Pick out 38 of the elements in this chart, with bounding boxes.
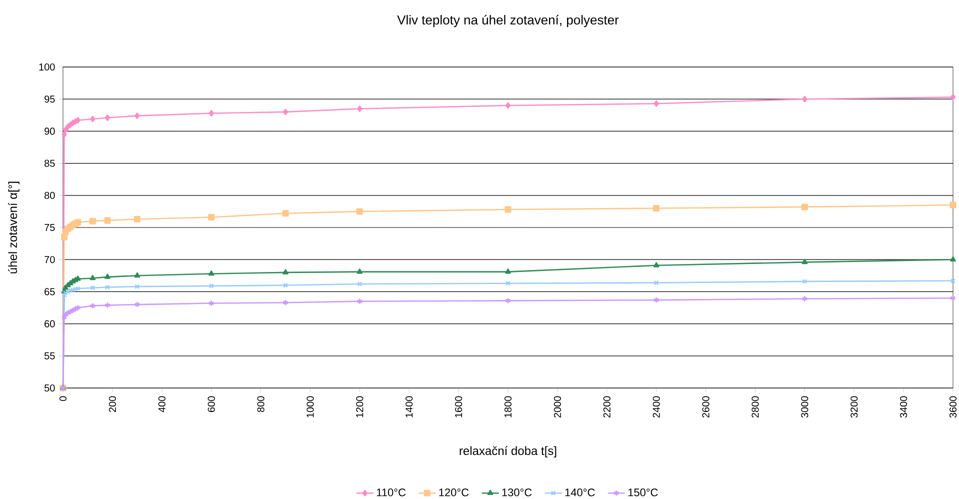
- y-tick-label: 100: [39, 63, 55, 71]
- y-tick-label: 60: [44, 320, 55, 328]
- x-tick-label: 600: [208, 396, 215, 412]
- x-tick-label: 2800: [752, 396, 759, 418]
- x-tick-label: 2200: [603, 396, 610, 418]
- x-tick-label: 3600: [949, 396, 957, 418]
- x-tick-label: 2000: [554, 396, 561, 418]
- y-tick-label: 80: [44, 192, 55, 199]
- x-tick-label: 800: [257, 396, 264, 412]
- x-tick-label: 1000: [306, 396, 314, 418]
- x-tick-label: 400: [158, 396, 166, 412]
- x-tick-label: 0: [59, 396, 67, 401]
- legend-label: 140°C: [565, 488, 595, 496]
- x-tick-label: 3000: [801, 396, 808, 418]
- x-tick-label: 1200: [356, 396, 364, 418]
- x-tick-label: 3400: [900, 396, 908, 418]
- y-tick-label: 95: [44, 96, 55, 103]
- y-tick-label: 65: [44, 288, 55, 296]
- y-tick-label: 55: [44, 352, 55, 360]
- x-tick-label: 2600: [702, 396, 710, 418]
- y-tick-label: 75: [44, 224, 55, 231]
- y-tick-label: 50: [44, 384, 55, 392]
- x-tick-label: 1800: [504, 396, 512, 418]
- x-axis-title: relaxační doba t[s]: [460, 446, 556, 458]
- legend-label: 130°C: [502, 488, 532, 496]
- legend-label: 110°C: [376, 488, 406, 496]
- x-tick-label: 2400: [652, 396, 660, 418]
- legend-label: 150°C: [628, 488, 658, 496]
- y-axis-title: úhel zotavení α[°]: [8, 182, 20, 274]
- y-tick-label: 70: [44, 256, 55, 264]
- x-tick-label: 1400: [406, 396, 413, 418]
- legend-label: 120°C: [439, 488, 469, 496]
- chart-title: Vliv teploty na úhel zotavení, polyester: [397, 14, 619, 28]
- x-tick-label: 1600: [455, 396, 462, 418]
- x-tick-label: 200: [108, 396, 116, 412]
- y-tick-label: 85: [44, 160, 55, 167]
- x-tick-label: 3200: [850, 396, 858, 418]
- y-tick-label: 90: [44, 128, 55, 135]
